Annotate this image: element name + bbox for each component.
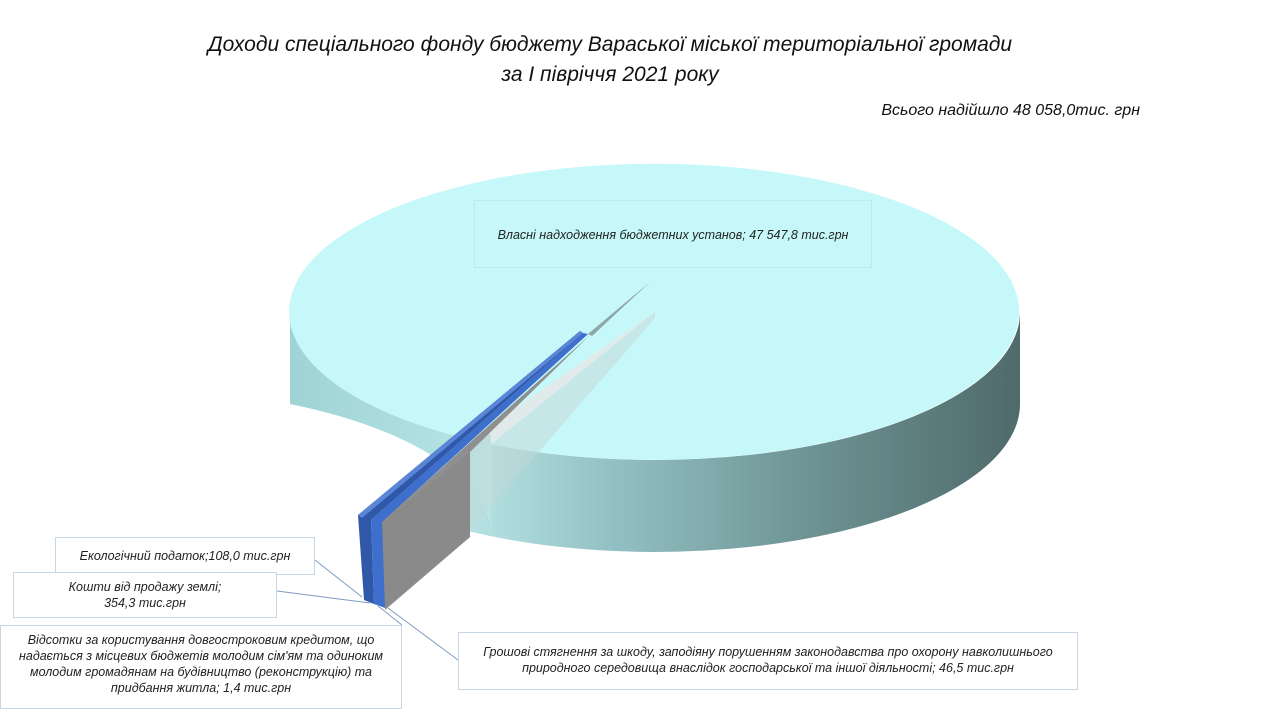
label-kredit-line-3: молодим громадянам на будівництво (рекон… [30, 665, 372, 679]
label-shkoda-line-1: Грошові стягнення за шкоду, заподіяну по… [483, 645, 1053, 659]
label-vlasni-nadkhodzhennia: Власні надходження бюджетних установ; 47… [474, 200, 872, 268]
main-slice-cut-face [469, 312, 655, 532]
total-label: Всього надійшло 48 058,0тис. грн [881, 102, 1140, 119]
label-kredit-line-4: придбання житла; 1,4 тис.грн [110, 681, 292, 695]
title-line-2: за І півріччя 2021 року [501, 63, 719, 86]
label-kredit-line-2: надається з місцевих бюджетів молодим сі… [18, 649, 383, 663]
title-line-1: Доходи спеціального фонду бюджету Варась… [207, 33, 1013, 56]
label-shkoda-line-2: природного середовища внаслідок господар… [522, 661, 1014, 675]
label-vidsotky-kredyt: Відсотки за користування довгостроковим … [0, 625, 402, 709]
label-main-text: Власні надходження бюджетних установ; 47… [497, 228, 849, 242]
main-slice-side-wall [469, 312, 1020, 552]
label-land-line-2: 354,3 тис.грн [104, 596, 186, 610]
label-land-line-1: Кошти від продажу землі; [68, 580, 222, 594]
slice-kredit-edge [358, 331, 583, 518]
main-slice-top [289, 163, 1020, 460]
slice-top-edge [588, 282, 650, 336]
leader-line-kredit [377, 605, 403, 626]
label-prodazh-zemli: Кошти від продажу землі; 354,3 тис.грн [13, 572, 277, 618]
label-ekolohichnyi-podatok: Екологічний податок;108,0 тис.грн [55, 537, 315, 575]
leader-line-land [276, 590, 371, 604]
slice-shkoda-side [382, 452, 470, 608]
label-kredit-line-1: Відсотки за користування довгостроковим … [27, 633, 375, 647]
label-eco-text: Екологічний податок;108,0 тис.грн [79, 549, 291, 563]
chart-title: Доходи спеціального фонду бюджету Варась… [0, 30, 1220, 90]
leader-line-shkoda [387, 607, 459, 661]
leader-line-eco [314, 559, 363, 598]
label-hroshovi-stiahnennia: Грошові стягнення за шкоду, заподіяну по… [458, 632, 1078, 690]
